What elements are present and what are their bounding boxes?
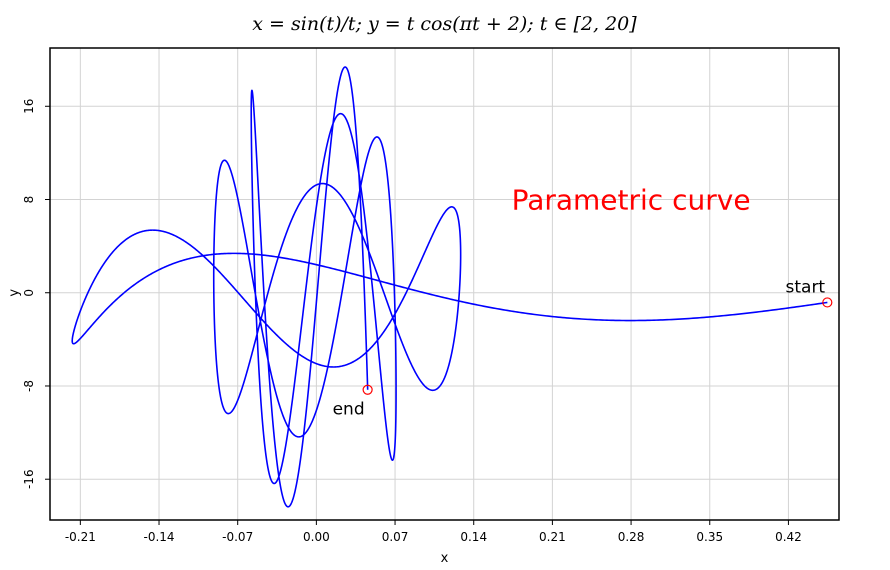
x-axis-ticks: -0.21 -0.14 -0.07 0.00 0.07 0.14 0.21 0.28 0.35 0… bbox=[65, 520, 802, 544]
x-tick-label: -0.21 bbox=[65, 530, 96, 544]
x-tick-label: 0.42 bbox=[775, 530, 802, 544]
markers: start end bbox=[333, 277, 833, 420]
y-axis-ticks: -16 -8 0 8 16 bbox=[22, 99, 50, 489]
curve-series bbox=[71, 66, 828, 508]
y-tick-label: 16 bbox=[22, 99, 36, 114]
chart-title: x = sin(t)/t; y = t cos(πt + 2); t ∈ [2,… bbox=[252, 13, 637, 35]
x-tick-label: 0.28 bbox=[618, 530, 645, 544]
annotations: Parametric curve bbox=[512, 184, 751, 217]
y-tick-label: 0 bbox=[22, 289, 36, 297]
x-tick-label: 0.14 bbox=[460, 530, 487, 544]
x-tick-label: -0.14 bbox=[143, 530, 174, 544]
y-axis-label: y bbox=[7, 289, 22, 297]
curve-layer bbox=[71, 66, 828, 508]
x-tick-label: 0.07 bbox=[382, 530, 409, 544]
start-marker bbox=[822, 297, 833, 308]
y-tick-label: -8 bbox=[22, 380, 36, 392]
end-marker bbox=[362, 384, 373, 395]
x-axis-label: x bbox=[441, 551, 449, 566]
end-label: end bbox=[333, 400, 365, 420]
annotation-parametric-curve: Parametric curve bbox=[512, 184, 751, 217]
x-tick-label: 0.00 bbox=[303, 530, 330, 544]
y-tick-label: -16 bbox=[22, 469, 36, 489]
x-tick-label: -0.07 bbox=[222, 530, 253, 544]
y-tick-label: 8 bbox=[22, 196, 36, 204]
x-tick-label: 0.21 bbox=[539, 530, 566, 544]
grid bbox=[50, 48, 839, 520]
start-label: start bbox=[786, 277, 826, 297]
x-tick-label: 0.35 bbox=[696, 530, 723, 544]
plot-frame bbox=[49, 47, 840, 521]
